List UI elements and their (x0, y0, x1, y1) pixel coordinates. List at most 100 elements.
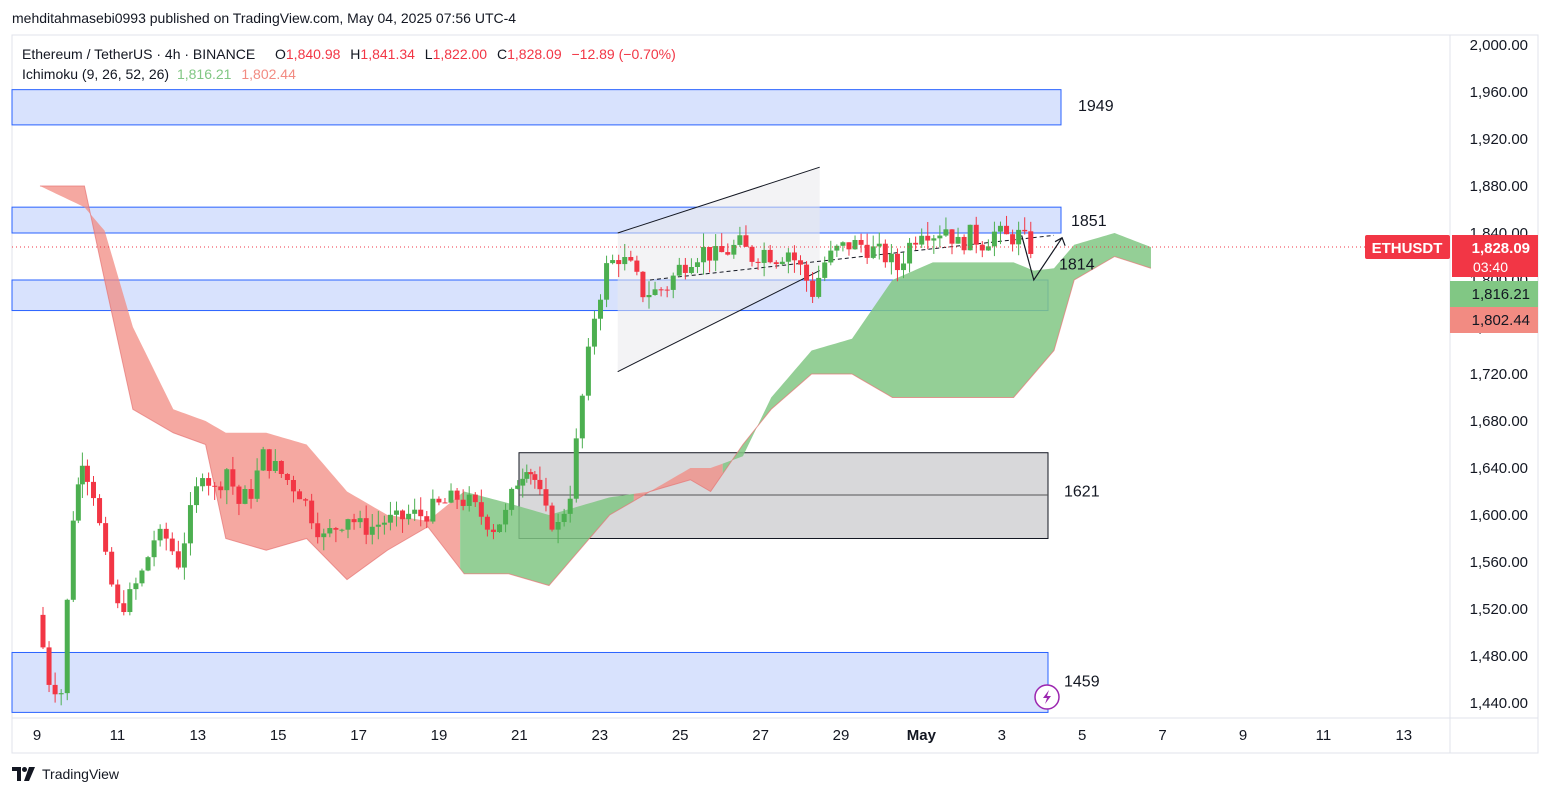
candle-body (894, 253, 900, 271)
candle-body (767, 249, 773, 263)
candle-body (339, 529, 345, 531)
time-tick-label: 19 (431, 727, 448, 744)
candle-body (701, 247, 707, 263)
candle-body (357, 518, 363, 523)
candle-body (749, 246, 755, 262)
time-tick-label: 11 (110, 727, 126, 744)
candle-body (187, 505, 193, 544)
channel-upper-line[interactable] (617, 166, 820, 234)
zone-1949 (11, 89, 1062, 126)
span-a-tag (1450, 281, 1538, 307)
candle-body (200, 478, 206, 487)
candle-body (515, 485, 521, 489)
candle-body (955, 236, 961, 244)
alert-icon[interactable] (1034, 684, 1060, 710)
candle-body (725, 252, 731, 255)
candle-body (524, 472, 530, 479)
candle-body (381, 522, 387, 525)
candle-body (694, 262, 700, 267)
candle-body (163, 528, 169, 539)
current-price-tag (1452, 234, 1538, 277)
candle-body (779, 261, 785, 265)
candle-body (755, 261, 761, 263)
candle-body (139, 570, 145, 584)
time-tick-label: 7 (1158, 727, 1166, 744)
candle-body (363, 518, 369, 535)
candle-body (979, 244, 985, 251)
candle-body (532, 474, 538, 480)
candle-body (503, 509, 509, 525)
candle-body (646, 294, 652, 298)
cloud-span-b-line (39, 185, 1152, 587)
candle-body (579, 395, 585, 439)
tradingview-brand: TradingView (42, 766, 120, 782)
candle-body (242, 488, 248, 504)
legend-o-value: 1,840.98 (286, 46, 341, 62)
candle-body (1022, 229, 1028, 232)
candle-body (40, 614, 46, 648)
legend-ohlc: O1,840.98 H1,841.34 L1,822.00 C1,828.09 … (275, 46, 676, 62)
candle-body (509, 488, 515, 510)
tradingview-logo[interactable]: TradingView (12, 766, 119, 782)
candle-body (224, 469, 230, 491)
candle-body (810, 280, 816, 297)
candle-body (943, 229, 949, 236)
candle-body (260, 449, 266, 471)
candle-body (64, 599, 70, 694)
span-b-tag (1450, 307, 1538, 333)
candle-body (133, 583, 139, 590)
candle-body (537, 479, 543, 490)
price-tick-label: 1,480.00 (1470, 648, 1528, 665)
legend-c-label: C (497, 46, 507, 62)
channel-fill (617, 167, 820, 372)
candle-body (58, 693, 64, 695)
candle-body (442, 502, 448, 504)
candle-body (937, 235, 943, 239)
candles-layer (12, 215, 1450, 706)
candle-body (175, 551, 181, 568)
candle-body (297, 491, 303, 500)
publisher-line: mehditahmasebi0993 published on TradingV… (12, 10, 517, 26)
time-tick-label: 13 (1395, 727, 1412, 744)
candle-body (266, 449, 272, 471)
time-axis[interactable]: 9 11 13 15 17 19 21 23 25 27 29 May 3 5 7 9 11 13 (33, 727, 1412, 744)
zone-label-1851: 1851 (1071, 213, 1107, 230)
legend-symbol: Ethereum / TetherUS · 4h · BINANCE (22, 46, 255, 62)
candle-body (816, 277, 822, 297)
candle-body (840, 242, 846, 246)
price-axis[interactable]: 2,000.001,960.001,920.001,880.001,840.00… (1365, 37, 1538, 712)
legend-c-value: 1,828.09 (507, 46, 562, 62)
candle-body (591, 318, 597, 347)
candle-body (121, 603, 127, 613)
candle-body (707, 247, 713, 261)
candle-body (412, 509, 418, 514)
candle-body (870, 246, 876, 258)
price-tick-label: 1,640.00 (1470, 460, 1528, 477)
projection-path[interactable] (1021, 235, 1063, 282)
candle-body (640, 271, 646, 298)
candle-body (478, 502, 484, 517)
candle-body (852, 239, 858, 250)
legend-o-label: O (275, 46, 286, 62)
candle-body (393, 510, 399, 515)
candle-body (206, 478, 212, 486)
candle-body (991, 231, 997, 247)
candle-body (448, 490, 454, 503)
time-tick-label: 13 (189, 727, 206, 744)
candle-body (797, 260, 803, 265)
candle-body (254, 470, 260, 499)
candle-body (670, 275, 676, 290)
time-tick-label: 9 (33, 727, 41, 744)
candle-body (84, 465, 90, 482)
channel-lower-line[interactable] (617, 270, 820, 373)
candle-body (387, 514, 393, 523)
candle-body (490, 529, 496, 533)
candle-body (103, 523, 109, 552)
legend-ind-value2: 1,802.44 (241, 66, 296, 82)
span-a-label: 1,816.21 (1472, 286, 1530, 303)
time-tick-label: 11 (1316, 727, 1332, 744)
candle-body (949, 229, 955, 244)
cloud-segment-red (633, 463, 723, 501)
candle-body (90, 481, 96, 499)
